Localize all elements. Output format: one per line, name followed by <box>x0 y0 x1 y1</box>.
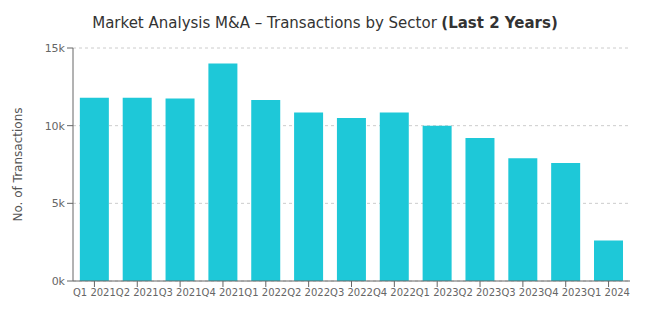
svg-text:Q4 2022: Q4 2022 <box>373 287 416 298</box>
svg-text:Q1 2024: Q1 2024 <box>587 287 630 298</box>
svg-text:Q2 2023: Q2 2023 <box>459 287 502 298</box>
svg-text:Q1 2023: Q1 2023 <box>416 287 459 298</box>
svg-text:Q2 2022: Q2 2022 <box>287 287 330 298</box>
svg-text:Q4 2021: Q4 2021 <box>202 287 245 298</box>
svg-text:Q4 2023: Q4 2023 <box>544 287 587 298</box>
svg-text:10k: 10k <box>45 120 66 133</box>
svg-text:15k: 15k <box>45 42 66 55</box>
svg-text:5k: 5k <box>52 197 66 210</box>
svg-text:Q3 2023: Q3 2023 <box>501 287 544 298</box>
svg-text:Q3 2021: Q3 2021 <box>159 287 202 298</box>
svg-text:No. of Transactions: No. of Transactions <box>11 107 25 221</box>
svg-text:0k: 0k <box>52 275 66 288</box>
svg-text:Q1 2021: Q1 2021 <box>73 287 116 298</box>
svg-text:Q1 2022: Q1 2022 <box>244 287 287 298</box>
svg-text:Q2 2021: Q2 2021 <box>116 287 159 298</box>
svg-text:Q3 2022: Q3 2022 <box>330 287 373 298</box>
html-text:Market Analysis M&A – Transact: Market Analysis M&A – Transactions by Se… <box>92 14 558 32</box>
